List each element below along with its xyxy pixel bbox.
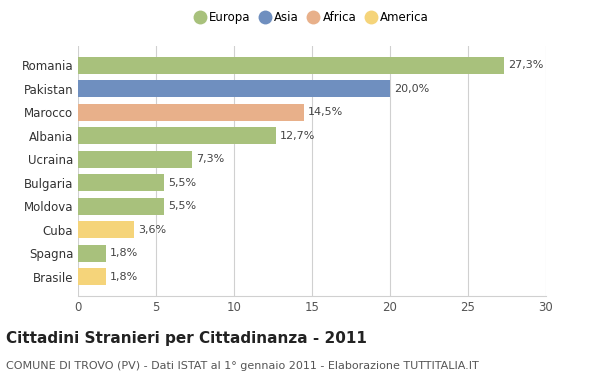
Text: 14,5%: 14,5% — [308, 108, 343, 117]
Text: 20,0%: 20,0% — [394, 84, 429, 94]
Text: Cittadini Stranieri per Cittadinanza - 2011: Cittadini Stranieri per Cittadinanza - 2… — [6, 331, 367, 345]
Text: 1,8%: 1,8% — [110, 272, 138, 282]
Bar — [78, 81, 390, 97]
Text: 12,7%: 12,7% — [280, 131, 316, 141]
Bar — [78, 268, 106, 285]
Bar — [78, 104, 304, 121]
Bar — [78, 221, 134, 238]
Text: 7,3%: 7,3% — [196, 154, 224, 164]
Legend: Europa, Asia, Africa, America: Europa, Asia, Africa, America — [195, 11, 429, 24]
Bar — [78, 127, 276, 144]
Bar — [78, 198, 164, 215]
Text: 1,8%: 1,8% — [110, 248, 138, 258]
Bar — [78, 151, 192, 168]
Bar — [78, 245, 106, 261]
Text: 5,5%: 5,5% — [168, 178, 196, 188]
Bar — [78, 174, 164, 191]
Bar — [78, 57, 504, 74]
Text: COMUNE DI TROVO (PV) - Dati ISTAT al 1° gennaio 2011 - Elaborazione TUTTITALIA.I: COMUNE DI TROVO (PV) - Dati ISTAT al 1° … — [6, 361, 479, 371]
Text: 27,3%: 27,3% — [508, 60, 543, 70]
Text: 5,5%: 5,5% — [168, 201, 196, 211]
Text: 3,6%: 3,6% — [138, 225, 166, 234]
